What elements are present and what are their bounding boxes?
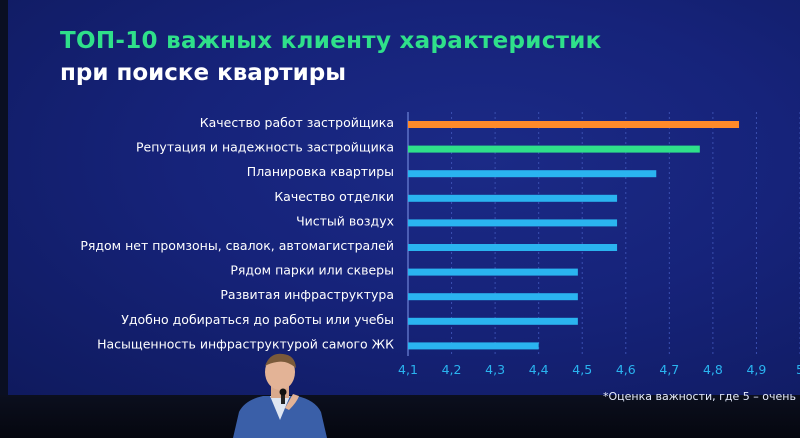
bar (408, 244, 618, 251)
bar (408, 170, 657, 178)
bar (408, 293, 578, 301)
category-label: Рядом парки или скверы (230, 263, 394, 278)
x-tick-label: 4,6 (616, 362, 636, 377)
footnote: *Оценка важности, где 5 – очень ва (603, 390, 800, 403)
bar (408, 194, 618, 202)
x-tick-label: 4,5 (572, 362, 592, 377)
presenter-figure (233, 353, 327, 438)
x-tick-label: 4,1 (398, 362, 418, 377)
category-label: Качество работ застройщика (200, 115, 394, 130)
category-label: Развитая инфраструктура (220, 287, 394, 302)
chart-subtitle: при поиске квартиры (60, 60, 346, 86)
chart-title: ТОП-10 важных клиенту характеристик (60, 28, 602, 54)
x-tick-label: 5 (796, 362, 800, 377)
bar (408, 219, 618, 227)
bar (408, 145, 700, 153)
x-tick-label: 4,3 (485, 362, 505, 377)
projection-screen (8, 0, 800, 395)
bar (408, 317, 578, 325)
x-tick-label: 4,8 (703, 362, 723, 377)
category-label: Качество отделки (274, 189, 394, 204)
category-label: Удобно добираться до работы или учебы (121, 312, 394, 327)
category-label: Репутация и надежность застройщика (136, 140, 394, 155)
x-tick-label: 4,4 (529, 362, 549, 377)
category-label: Планировка квартиры (247, 164, 394, 179)
category-label: Насыщенность инфраструктурой самого ЖК (97, 336, 394, 351)
x-tick-label: 4,2 (442, 362, 462, 377)
bar (408, 268, 578, 276)
category-label: Чистый воздух (296, 213, 394, 228)
category-label: Рядом нет промзоны, свалок, автомагистра… (80, 238, 394, 253)
bar (408, 121, 740, 128)
x-tick-label: 4,9 (746, 362, 766, 377)
bar (408, 342, 539, 350)
x-tick-label: 4,7 (659, 362, 679, 377)
stage-floor (0, 395, 800, 438)
